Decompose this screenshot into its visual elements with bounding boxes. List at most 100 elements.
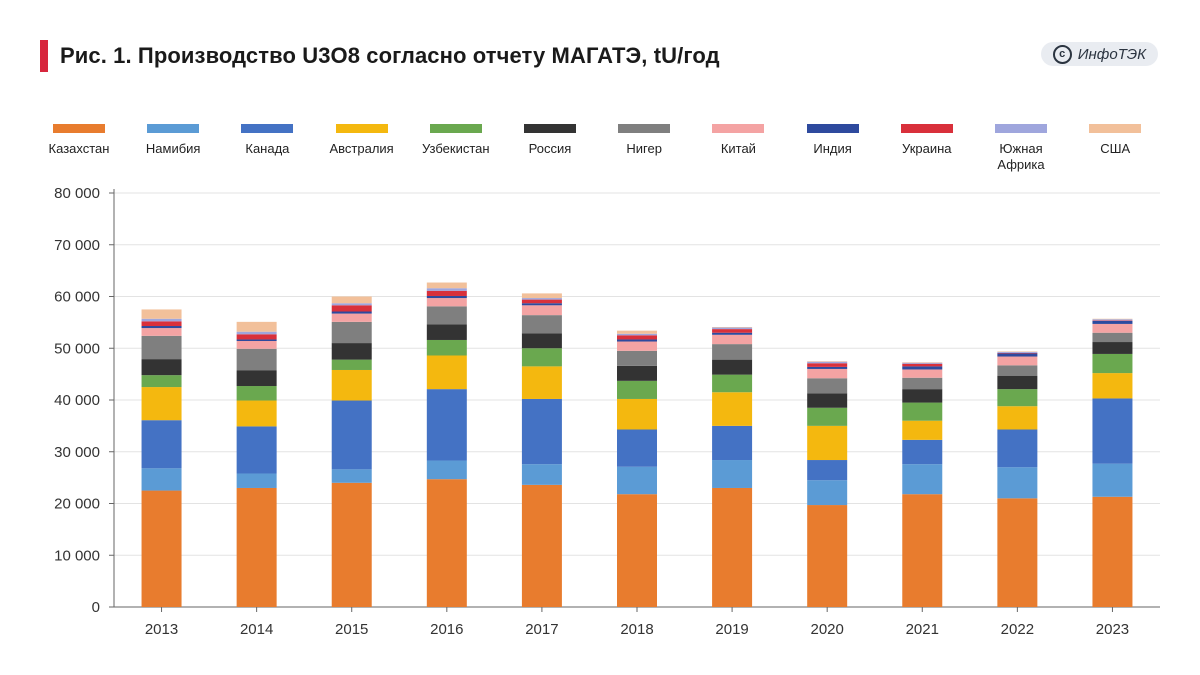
bar-segment bbox=[141, 420, 182, 469]
bar-segment bbox=[331, 400, 372, 470]
bar-segment bbox=[617, 429, 657, 467]
legend-label: Южная Африка bbox=[997, 141, 1045, 172]
bar-segment bbox=[521, 305, 562, 316]
bar-stack-2018 bbox=[617, 330, 657, 607]
bar-stack-2014 bbox=[236, 321, 277, 607]
bar-segment bbox=[807, 460, 848, 481]
y-tick-label: 80 000 bbox=[54, 185, 100, 202]
bar-stack-2019 bbox=[712, 327, 753, 607]
y-tick-label: 10 000 bbox=[54, 547, 100, 564]
bar-segment bbox=[236, 331, 277, 335]
bar-segment bbox=[1092, 318, 1133, 320]
bar-segment bbox=[617, 380, 657, 399]
bar-segment bbox=[141, 387, 182, 421]
bar-segment bbox=[617, 339, 657, 342]
page-title: Рис. 1. Производство U3O8 согласно отчет… bbox=[60, 43, 720, 68]
bar-segment bbox=[902, 439, 943, 465]
x-tick-label: 2021 bbox=[906, 621, 939, 638]
bar-segment bbox=[712, 487, 753, 607]
bar-segment bbox=[521, 464, 562, 485]
bar-segment bbox=[331, 343, 372, 360]
bar-segment bbox=[521, 333, 562, 349]
bar-segment bbox=[997, 353, 1038, 357]
bar-segment bbox=[997, 498, 1038, 607]
bar-segment bbox=[997, 389, 1038, 407]
legend-item: Канада bbox=[220, 124, 314, 157]
legend-item: США bbox=[1068, 124, 1162, 157]
bar-segment bbox=[426, 306, 467, 325]
bar-segment bbox=[902, 402, 943, 421]
bar-segment bbox=[331, 313, 372, 322]
bar-segment bbox=[236, 386, 277, 401]
bar-segment bbox=[997, 429, 1038, 468]
brand-logo-text: ИнфоТЭК bbox=[1077, 45, 1146, 63]
bar-segment bbox=[141, 325, 182, 329]
bar-segment bbox=[712, 332, 753, 335]
bar-segment bbox=[997, 352, 1038, 354]
bar-segment bbox=[521, 366, 562, 399]
bar-segment bbox=[712, 329, 753, 333]
legend-item: Намибия bbox=[126, 124, 220, 157]
bar-segment bbox=[712, 334, 753, 345]
y-tick-label: 20 000 bbox=[54, 496, 100, 513]
bar-segment bbox=[521, 298, 562, 300]
bar-segment bbox=[236, 487, 277, 607]
bar-segment bbox=[807, 366, 848, 369]
bar-segment bbox=[236, 473, 277, 488]
bar-segment bbox=[1092, 320, 1133, 321]
legend-label: США bbox=[1100, 141, 1131, 156]
bar-segment bbox=[426, 282, 467, 289]
bar-segment bbox=[712, 425, 753, 461]
bar-segment bbox=[807, 425, 848, 461]
x-tick-label: 2014 bbox=[240, 621, 273, 638]
x-tick-label: 2019 bbox=[715, 621, 748, 638]
bar-segment bbox=[902, 369, 943, 378]
legend-label: Россия bbox=[528, 141, 572, 156]
copyright-icon: c bbox=[1052, 44, 1072, 64]
legend-swatch bbox=[618, 124, 671, 133]
bar-segment bbox=[141, 309, 182, 319]
bar-segment bbox=[426, 298, 467, 307]
bar-segment bbox=[426, 324, 467, 340]
legend-swatch bbox=[1089, 124, 1142, 133]
bar-segment bbox=[426, 460, 467, 480]
bar-segment bbox=[712, 392, 753, 426]
bar-segment bbox=[712, 374, 753, 393]
x-tick-label: 2018 bbox=[620, 621, 653, 638]
x-tick-label: 2013 bbox=[145, 621, 178, 638]
bar-segment bbox=[712, 344, 753, 360]
bar-segment bbox=[807, 361, 848, 362]
legend-swatch bbox=[429, 124, 482, 133]
bar-segment bbox=[1092, 373, 1133, 399]
bar-segment bbox=[521, 315, 562, 334]
x-tick-label: 2020 bbox=[810, 621, 843, 638]
title-accent-bar bbox=[40, 40, 48, 72]
bar-segment bbox=[426, 389, 467, 461]
bar-segment bbox=[141, 359, 182, 376]
bar-segment bbox=[236, 370, 277, 387]
legend-item: Россия bbox=[503, 124, 597, 157]
bar-segment bbox=[521, 293, 562, 299]
bar-segment bbox=[712, 460, 753, 488]
x-tick-label: 2022 bbox=[1001, 621, 1034, 638]
bar-segment bbox=[617, 365, 657, 381]
bar-segment bbox=[1092, 463, 1133, 497]
legend-swatch bbox=[900, 124, 953, 133]
y-tick-label: 60 000 bbox=[54, 289, 100, 306]
bar-segment bbox=[997, 351, 1038, 352]
legend-label: Индия bbox=[813, 141, 852, 156]
legend-swatch bbox=[712, 124, 765, 133]
bar-segment bbox=[141, 468, 182, 491]
bar-segment bbox=[617, 494, 657, 607]
bar-stack-2017 bbox=[521, 293, 562, 607]
bar-segment bbox=[331, 482, 372, 607]
legend-swatch bbox=[147, 124, 200, 133]
bar-segment bbox=[617, 398, 657, 430]
bar-segment bbox=[712, 327, 753, 330]
legend-swatch bbox=[995, 124, 1047, 133]
bar-segment bbox=[617, 350, 657, 366]
bar-segment bbox=[807, 505, 848, 607]
bar-segment bbox=[521, 484, 562, 607]
bar-stack-2021 bbox=[902, 362, 943, 607]
